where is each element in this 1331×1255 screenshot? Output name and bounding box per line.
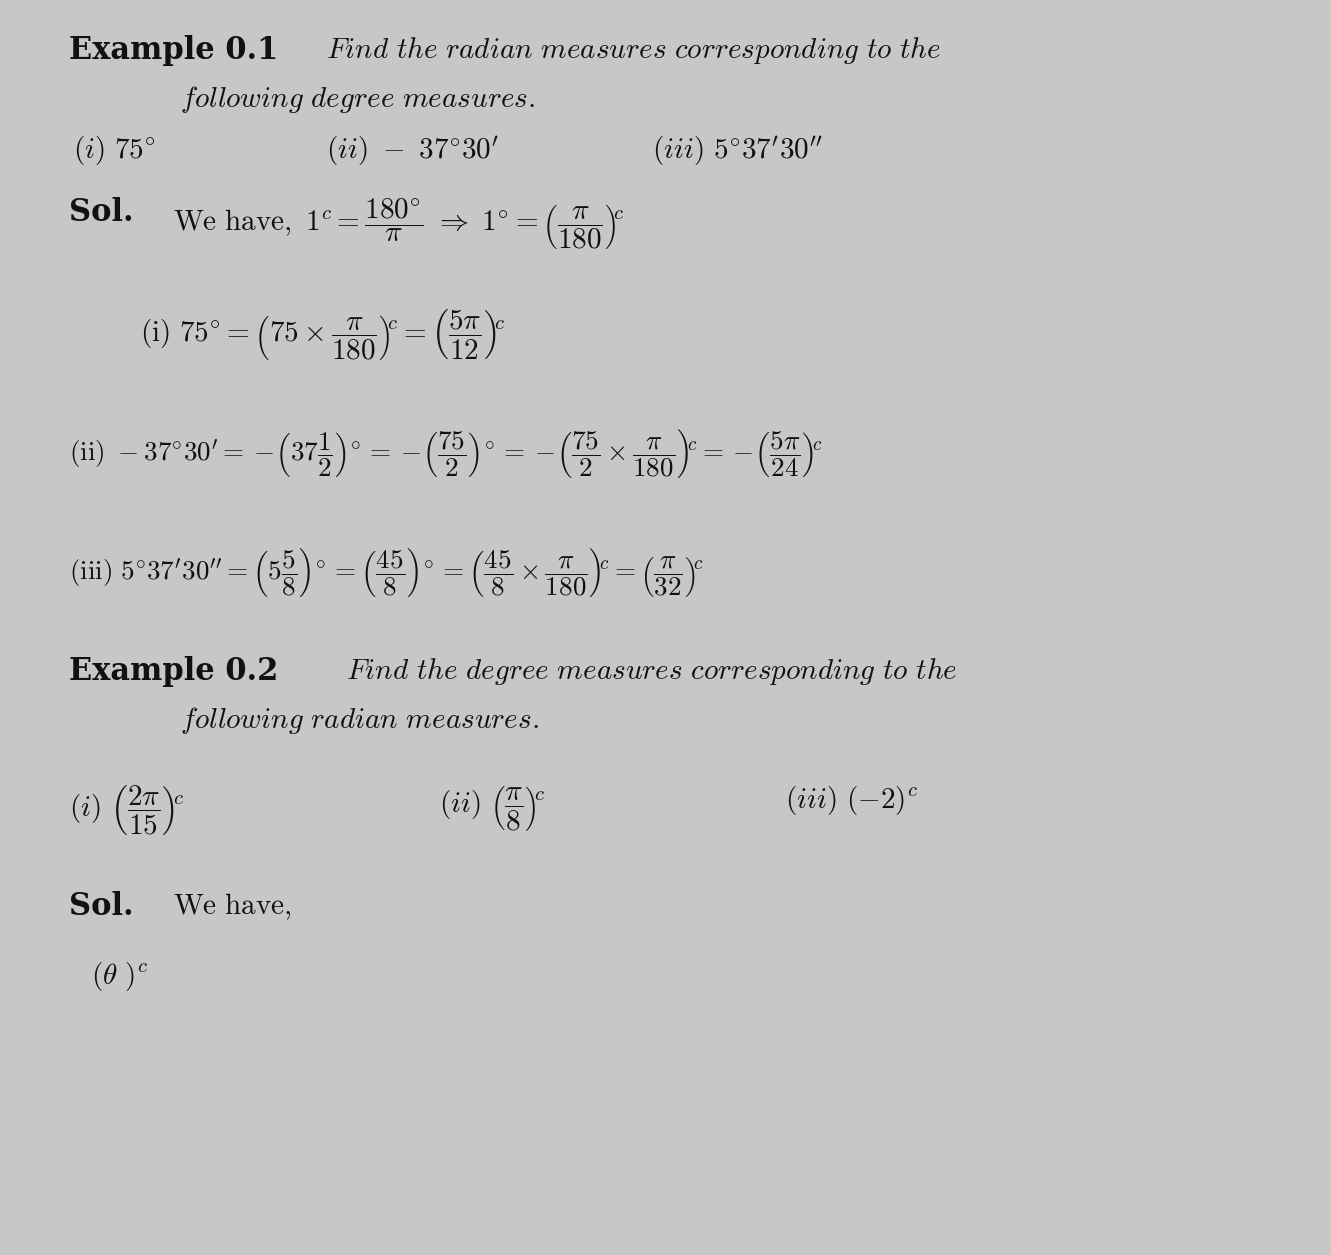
Text: $\mathit{Find\ the\ degree\ measures\ corresponding\ to\ the}$: $\mathit{Find\ the\ degree\ measures\ co… (346, 656, 957, 688)
Text: $\mathit{(i)\ 75^{\circ}}$: $\mathit{(i)\ 75^{\circ}}$ (73, 134, 156, 167)
Text: $\mathrm{(ii)}\ -37^{\circ}30' = -\!\left(37\dfrac{1}{2}\right)^{\!\circ} = -\!\: $\mathrm{(ii)}\ -37^{\circ}30' = -\!\lef… (69, 427, 823, 479)
Text: $\mathit{following\ radian\ measures.}$: $\mathit{following\ radian\ measures.}$ (180, 705, 539, 737)
Text: Sol.: Sol. (69, 197, 134, 228)
Text: $\mathit{(ii)\ -\ 37^{\circ}30'}$: $\mathit{(ii)\ -\ 37^{\circ}30'}$ (326, 134, 499, 168)
Text: $\mathrm{We\ have,}$: $\mathrm{We\ have,}$ (173, 891, 291, 921)
Text: $\mathrm{We\ have,}\ 1^c = \dfrac{180^{\circ}}{\pi}\ \Rightarrow\ 1^{\circ} = \l: $\mathrm{We\ have,}\ 1^c = \dfrac{180^{\… (173, 197, 624, 252)
Text: $\mathrm{(iii)}\ 5^{\circ}37'30'' = \left(5\dfrac{5}{8}\right)^{\!\circ} = \left: $\mathrm{(iii)}\ 5^{\circ}37'30'' = \lef… (69, 546, 704, 599)
Text: $\mathit{(ii)}\ \left(\dfrac{\pi}{8}\right)^{\!\!c}$: $\mathit{(ii)}\ \left(\dfrac{\pi}{8}\rig… (439, 784, 546, 833)
Text: $\mathit{(iii)\ 5^{\circ}37'30''}$: $\mathit{(iii)\ 5^{\circ}37'30''}$ (652, 134, 823, 168)
Text: $\mathit{(i)}\ \left(\dfrac{2\pi}{15}\right)^{\!\!c}$: $\mathit{(i)}\ \left(\dfrac{2\pi}{15}\ri… (69, 784, 185, 838)
Text: $\mathit{(iii)}\ (-2)^c$: $\mathit{(iii)}\ (-2)^c$ (785, 784, 918, 817)
Text: $(\theta\ )^c$: $(\theta\ )^c$ (91, 960, 148, 993)
Text: Sol.: Sol. (69, 891, 134, 922)
Text: Example 0.2: Example 0.2 (69, 656, 278, 688)
Text: $\mathit{Find\ the\ radian\ measures\ corresponding\ to\ the}$: $\mathit{Find\ the\ radian\ measures\ co… (326, 35, 941, 67)
Text: Example 0.1: Example 0.1 (69, 35, 278, 67)
Text: $\mathrm{(i)}\ 75^{\circ} = \left(75 \times \dfrac{\pi}{180}\right)^{\!\!c} = \l: $\mathrm{(i)}\ 75^{\circ} = \left(75 \ti… (140, 307, 504, 363)
Text: $\mathit{following\ degree\ measures.}$: $\mathit{following\ degree\ measures.}$ (180, 84, 535, 115)
